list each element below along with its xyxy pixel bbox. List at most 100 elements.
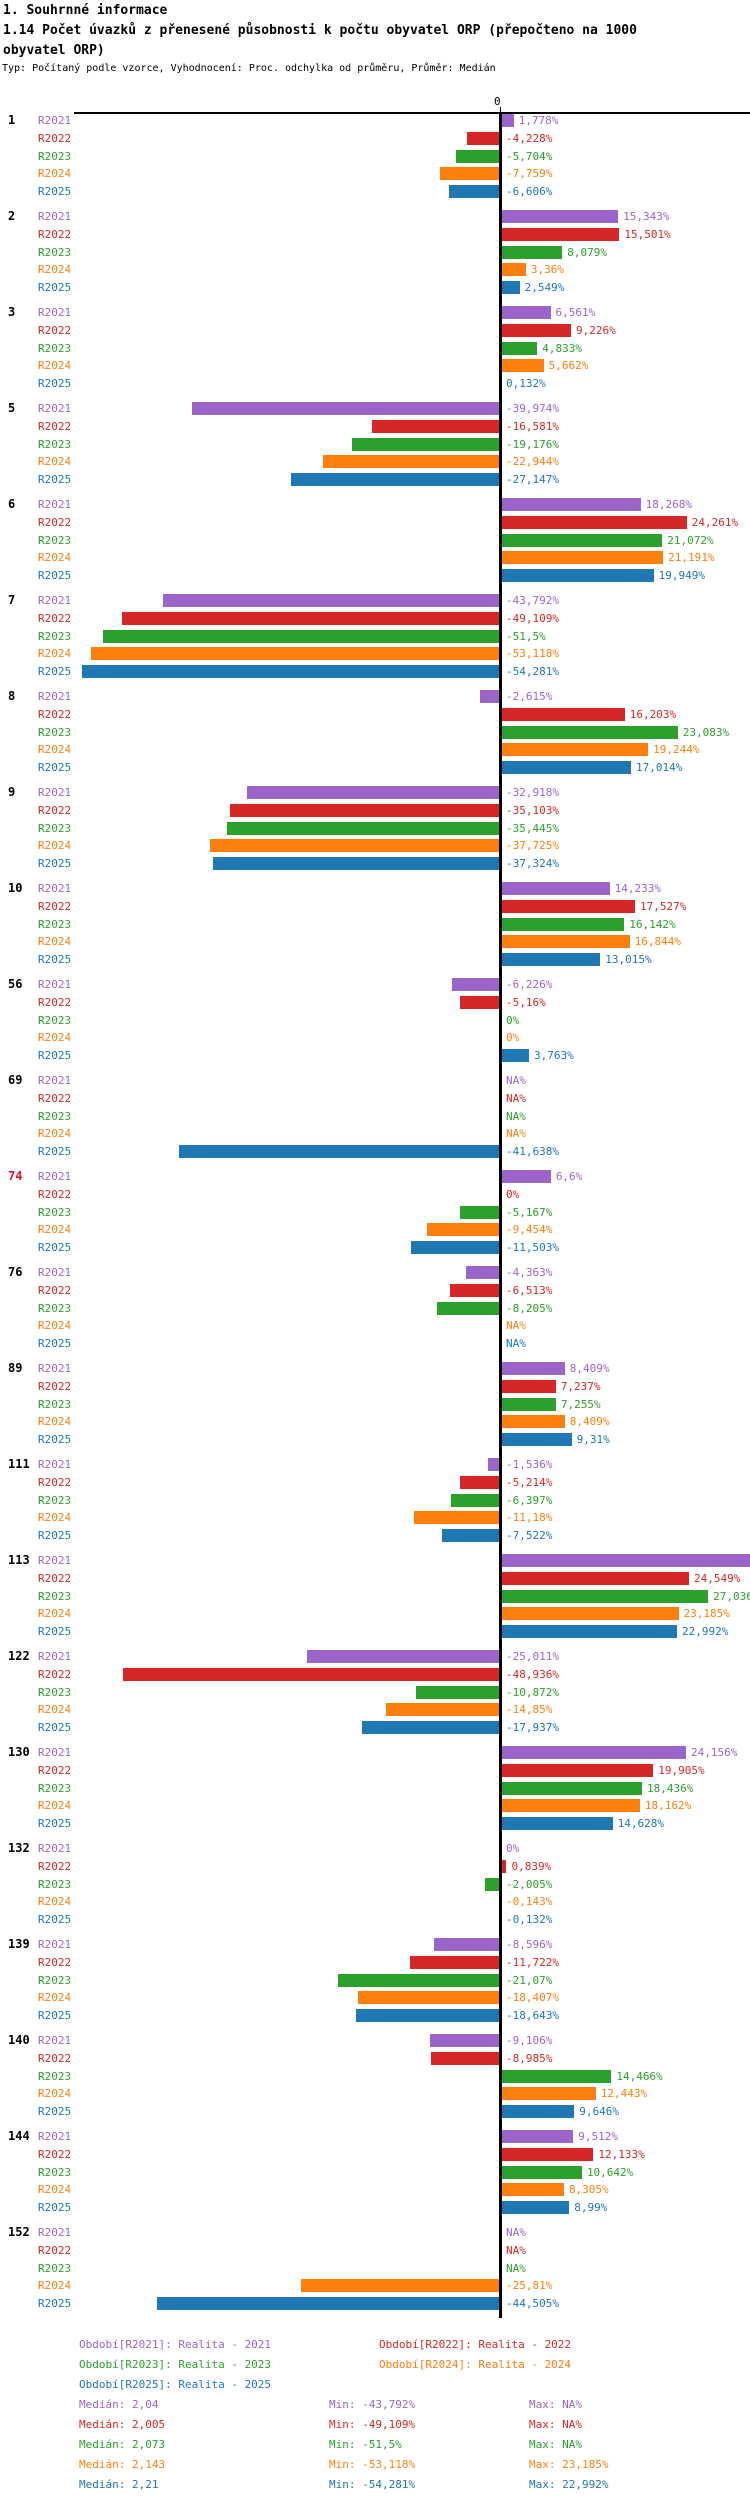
series-label: R2021 [38, 1650, 72, 1663]
value-label: 4,833% [542, 341, 582, 355]
chart-row: R2024 -37,725% [0, 839, 750, 857]
chart-row: R2025 -0,132% [0, 1913, 750, 1931]
value-label: 24,156% [691, 1746, 738, 1759]
value-label: -43,792% [506, 594, 559, 607]
chart-row: R2023 -6,397% [0, 1493, 750, 1512]
group-block-6: 6 R2021 18,268% R2022 24,261% R2023 21,072% R20… [0, 498, 750, 594]
series-label: R2024 [38, 1127, 72, 1141]
bar-r2022 [500, 1763, 654, 1777]
value-label: -54,281% [506, 665, 559, 679]
bar-r2023 [500, 245, 563, 259]
stat-median-r2024: Medián: 2,143 [79, 2458, 166, 2471]
series-label: R2024 [38, 1511, 72, 1525]
chart-row: R2023 21,072% [0, 533, 750, 552]
chart-row: 7 R2021 -43,792% [0, 594, 750, 612]
chart-row: R2023 -5,167% [0, 1205, 750, 1224]
chart-row: R2024 0% [0, 1031, 750, 1049]
value-label: -4,228% [506, 131, 553, 145]
chart-row: R2023 -2,005% [0, 1877, 750, 1896]
chart-row: R2024 8,409% [0, 1415, 750, 1433]
bar-r2024 [500, 2183, 564, 2197]
series-label: R2023 [38, 1493, 72, 1507]
chart-row: R2025 14,628% [0, 1817, 750, 1835]
chart-row: R2023 -5,704% [0, 149, 750, 168]
series-label: R2021 [38, 690, 72, 703]
bar-r2024 [440, 167, 500, 181]
bar-r2024 [358, 1991, 500, 2005]
series-label: R2021 [38, 2226, 72, 2239]
value-label: -18,643% [506, 2009, 559, 2023]
value-label: -35,103% [506, 803, 559, 817]
series-label: R2024 [38, 1223, 72, 1237]
value-label: -44,505% [506, 2297, 559, 2311]
bar-r2024 [500, 1415, 565, 1429]
series-label: R2021 [38, 114, 72, 127]
value-label: -25,011% [506, 1650, 559, 1663]
group-id: 9 [8, 785, 16, 799]
group-id: 140 [8, 2033, 30, 2047]
series-label: R2021 [38, 1170, 72, 1183]
bar-r2025 [82, 665, 500, 679]
chart-row: R2025 -7,522% [0, 1529, 750, 1547]
value-label: -32,918% [506, 786, 559, 799]
chart-row: R2023 0% [0, 1014, 750, 1032]
value-label: -8,596% [506, 1938, 553, 1951]
chart-row: 130 R2021 24,156% [0, 1746, 750, 1764]
value-label: 9,226% [576, 323, 616, 337]
series-label: R2023 [38, 341, 72, 355]
chart-row: R2022 -4,228% [0, 131, 750, 150]
chart-row: R2024 -53,118% [0, 647, 750, 665]
series-label: R2025 [38, 281, 72, 295]
chart-row: R2024 -9,454% [0, 1223, 750, 1241]
series-label: R2025 [38, 2201, 72, 2215]
series-label: R2022 [38, 803, 72, 817]
series-label: R2022 [38, 2243, 72, 2257]
bar-r2024 [500, 1607, 679, 1621]
chart-row: 69 R2021 NA% [0, 1074, 750, 1092]
chart-row: R2024 -22,944% [0, 455, 750, 473]
group-block-122: 122 R2021 -25,011% R2022 -48,936% R2023 -10,87… [0, 1650, 750, 1746]
series-label: R2022 [38, 1955, 72, 1969]
series-label: R2025 [38, 473, 72, 487]
series-label: R2025 [38, 761, 72, 775]
chart-row: R2022 7,237% [0, 1379, 750, 1398]
chart-row: R2025 -11,503% [0, 1241, 750, 1259]
bar-r2023 [450, 1493, 500, 1507]
axis-zero-tick [500, 107, 501, 112]
series-label: R2022 [38, 419, 72, 433]
series-label: R2021 [38, 1458, 72, 1471]
value-label: -6,226% [506, 978, 553, 991]
chart-row: R2023 -21,07% [0, 1973, 750, 1992]
chart-row: R2024 -25,81% [0, 2279, 750, 2297]
group-block-76: 76 R2021 -4,363% R2022 -6,513% R2023 -8,205% R2… [0, 1266, 750, 1362]
series-label: R2022 [38, 2147, 72, 2161]
value-label: 21,191% [668, 551, 715, 565]
group-id: 2 [8, 209, 16, 223]
group-id: 111 [8, 1457, 30, 1471]
value-label: 27,036 [713, 1589, 750, 1603]
chart-row: R2022 NA% [0, 2244, 750, 2262]
series-label: R2022 [38, 227, 72, 241]
value-label: -7,522% [506, 1529, 553, 1543]
group-block-130: 130 R2021 24,156% R2022 19,905% R2023 18,436% R… [0, 1746, 750, 1842]
value-label: 14,628% [617, 1817, 664, 1831]
value-label: -41,638% [506, 1145, 559, 1159]
value-label: -11,18% [506, 1511, 553, 1525]
bar-r2023 [460, 1205, 500, 1219]
bar-r2024 [500, 551, 664, 565]
series-label: R2021 [38, 1554, 72, 1567]
series-label: R2021 [38, 978, 72, 991]
value-label: -37,324% [506, 857, 559, 871]
series-label: R2023 [38, 2165, 72, 2179]
bar-r2025 [500, 2105, 575, 2119]
stat-median-r2023: Medián: 2,073 [79, 2438, 166, 2451]
chart-row: R2025 NA% [0, 1337, 750, 1355]
bar-r2025 [179, 1145, 500, 1159]
chart-row: R2023 7,255% [0, 1397, 750, 1416]
value-label: -37,725% [506, 839, 559, 853]
value-label: 18,436% [646, 1781, 694, 1795]
group-id: 69 [8, 1073, 23, 1087]
bar-r2021 [307, 1650, 500, 1663]
value-label: -6,397% [506, 1493, 553, 1507]
chart-row: R2024 -18,407% [0, 1991, 750, 2009]
